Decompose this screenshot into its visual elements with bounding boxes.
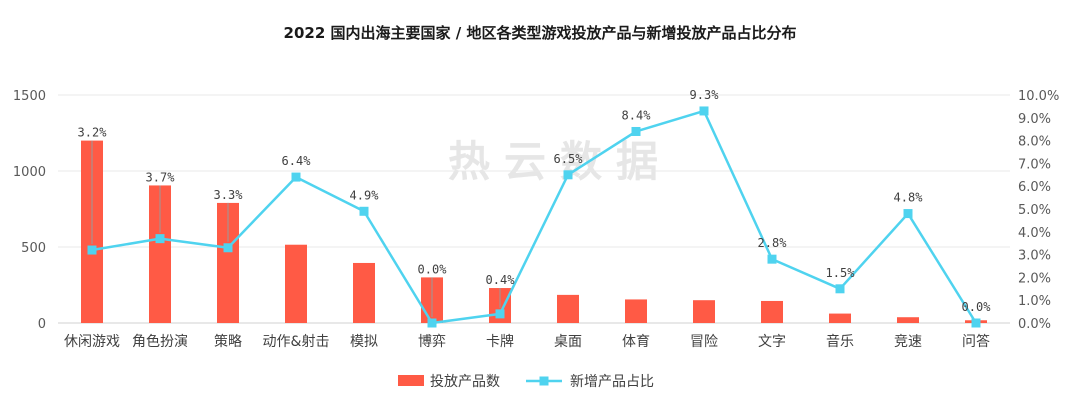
bar-7: [557, 294, 579, 323]
share-line: [91, 109, 978, 325]
data-label: 4.9%: [350, 188, 380, 202]
share-point-12: [903, 209, 913, 219]
data-label: 1.5%: [826, 266, 856, 280]
chart-title: 2022 国内出海主要国家 / 地区各类型游戏投放产品与新增投放产品占比分布: [283, 24, 797, 42]
share-point-0: [87, 245, 97, 255]
right-axis-tick-label: 5.0%: [1018, 203, 1051, 218]
bar-12: [897, 317, 919, 323]
bar-8: [625, 299, 647, 323]
share-point-11: [835, 284, 845, 294]
data-label: 0.0%: [418, 262, 448, 276]
share-point-13: [971, 318, 981, 328]
category-label: 角色扮演: [132, 333, 188, 350]
bar-11: [829, 313, 851, 323]
data-label: 6.4%: [282, 154, 312, 168]
right-axis-tick-label: 3.0%: [1018, 249, 1051, 264]
right-axis-tick-label: 8.0%: [1018, 135, 1051, 150]
data-label: 8.4%: [622, 108, 652, 122]
bar-4: [353, 262, 375, 323]
share-point-10: [767, 254, 777, 264]
bar-10: [761, 300, 783, 323]
share-point-7: [563, 170, 573, 180]
category-label: 策略: [214, 333, 242, 350]
data-label: 0.0%: [962, 300, 992, 314]
legend-marker-line: [539, 376, 549, 386]
category-label: 体育: [622, 334, 650, 350]
category-label: 休闲游戏: [64, 334, 120, 350]
data-label: 2.8%: [758, 236, 788, 250]
right-axis-tick-label: 10.0%: [1018, 89, 1059, 104]
share-point-9: [699, 106, 709, 116]
left-axis-tick-label: 1000: [13, 165, 46, 180]
share-point-8: [631, 126, 641, 136]
category-label: 音乐: [826, 333, 854, 350]
share-point-1: [155, 234, 165, 244]
watermark-text: 热云数据: [448, 137, 672, 186]
category-label: 文字: [758, 334, 786, 350]
category-label: 模拟: [350, 334, 378, 350]
category-label: 卡牌: [486, 333, 514, 350]
left-axis-tick-label: 500: [21, 241, 46, 256]
right-axis-tick-label: 1.0%: [1018, 294, 1051, 309]
category-label: 竞速: [894, 333, 922, 350]
bar-2: [217, 202, 239, 323]
bar-9: [693, 300, 715, 323]
right-axis-tick-label: 9.0%: [1018, 112, 1051, 127]
right-axis-tick-label: 0.0%: [1018, 317, 1051, 332]
legend-label-bar: 投放产品数: [430, 374, 500, 390]
right-axis-tick-label: 6.0%: [1018, 180, 1051, 195]
left-axis-tick-label: 1500: [13, 89, 46, 104]
category-label: 动作&射击: [263, 334, 330, 350]
legend-label-line: 新增产品占比: [570, 374, 654, 390]
left-axis-tick-label: 0: [38, 317, 46, 332]
share-point-5: [427, 318, 437, 328]
category-label: 桌面: [554, 334, 582, 350]
data-label: 0.4%: [486, 273, 516, 287]
share-point-6: [495, 309, 505, 319]
data-label: 3.3%: [214, 188, 244, 202]
share-point-3: [291, 172, 301, 182]
bar-3: [285, 244, 307, 323]
data-label: 6.5%: [554, 152, 584, 166]
share-point-4: [359, 206, 369, 216]
data-label: 3.2%: [78, 126, 108, 140]
data-label: 3.7%: [146, 170, 176, 184]
legend-swatch-bar: [398, 375, 424, 386]
data-label: 9.3%: [690, 88, 720, 102]
share-point-2: [223, 243, 233, 253]
right-axis-tick-label: 7.0%: [1018, 157, 1051, 172]
data-label: 4.8%: [894, 191, 924, 205]
category-label: 博弈: [418, 333, 446, 350]
category-label: 问答: [962, 333, 990, 350]
bar-1: [149, 185, 171, 323]
right-axis-tick-label: 4.0%: [1018, 226, 1051, 241]
category-label: 冒险: [690, 334, 718, 350]
right-axis-tick-label: 2.0%: [1018, 271, 1051, 286]
